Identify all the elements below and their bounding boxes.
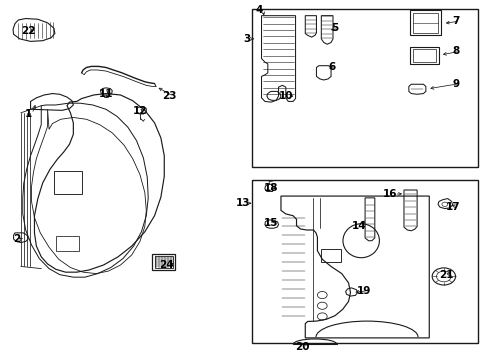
Text: 20: 20	[295, 342, 309, 352]
Text: 4: 4	[255, 5, 262, 15]
Text: 15: 15	[264, 218, 278, 228]
Text: 12: 12	[132, 107, 147, 116]
Bar	[54, 171, 82, 194]
Bar	[412, 13, 437, 33]
Bar	[251, 9, 477, 167]
Bar	[154, 256, 173, 268]
Text: 9: 9	[451, 78, 459, 89]
Text: 22: 22	[21, 26, 35, 36]
Text: 21: 21	[438, 270, 452, 280]
Text: 14: 14	[351, 221, 366, 231]
Text: 19: 19	[356, 286, 370, 296]
Text: 13: 13	[236, 198, 250, 208]
Bar	[56, 236, 79, 251]
Text: 24: 24	[159, 260, 174, 270]
Text: 5: 5	[330, 23, 337, 33]
Text: 18: 18	[264, 183, 278, 193]
Bar	[409, 47, 438, 64]
Bar	[251, 180, 477, 342]
Text: 11: 11	[99, 89, 113, 99]
Bar	[152, 254, 175, 270]
Bar	[321, 249, 340, 262]
Text: 17: 17	[446, 202, 460, 212]
Text: 3: 3	[243, 34, 250, 44]
Text: 8: 8	[451, 46, 459, 57]
Text: 16: 16	[382, 189, 397, 199]
Bar	[412, 49, 435, 62]
Text: 1: 1	[24, 109, 32, 119]
Text: 7: 7	[451, 16, 459, 26]
Text: 10: 10	[278, 91, 292, 101]
Text: 23: 23	[162, 91, 176, 101]
Text: 2: 2	[13, 234, 20, 244]
Bar	[409, 10, 441, 35]
Text: 6: 6	[328, 63, 335, 72]
